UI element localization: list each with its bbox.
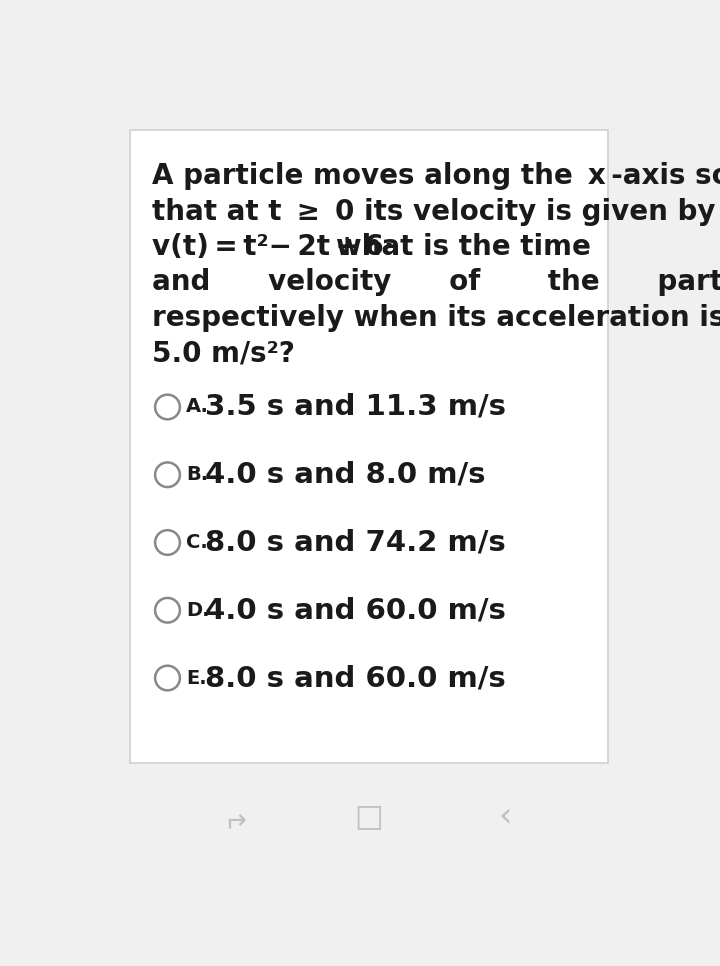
Text: and      velocity      of       the      particle: and velocity of the particle <box>152 269 720 297</box>
Text: 8.0 s and 74.2 m/s: 8.0 s and 74.2 m/s <box>204 528 505 556</box>
Text: A particle moves along the  x -axis so: A particle moves along the x -axis so <box>152 162 720 190</box>
Text: 8.0 s and 60.0 m/s: 8.0 s and 60.0 m/s <box>204 664 505 692</box>
Text: A.: A. <box>186 397 209 416</box>
Text: E.: E. <box>186 668 207 688</box>
Text: ↵: ↵ <box>222 803 245 831</box>
Text: v(t) = t²− 2t + 6⋅: v(t) = t²− 2t + 6⋅ <box>152 233 395 261</box>
Text: 3.5 s and 11.3 m/s: 3.5 s and 11.3 m/s <box>204 393 505 421</box>
Text: respectively when its acceleration is: respectively when its acceleration is <box>152 303 720 331</box>
Text: C.: C. <box>186 533 208 552</box>
Text: what is the time: what is the time <box>336 233 591 261</box>
Bar <box>130 129 608 763</box>
Text: 4.0 s and 8.0 m/s: 4.0 s and 8.0 m/s <box>204 461 485 489</box>
Text: that at t  ≥  0 its velocity is given by: that at t ≥ 0 its velocity is given by <box>152 197 716 225</box>
Text: D.: D. <box>186 601 210 620</box>
Text: 4.0 s and 60.0 m/s: 4.0 s and 60.0 m/s <box>204 596 505 624</box>
Text: □: □ <box>354 802 384 831</box>
Text: B.: B. <box>186 466 208 484</box>
Text: 5.0 m/s²?: 5.0 m/s²? <box>152 339 295 367</box>
Text: ‹: ‹ <box>498 800 511 833</box>
